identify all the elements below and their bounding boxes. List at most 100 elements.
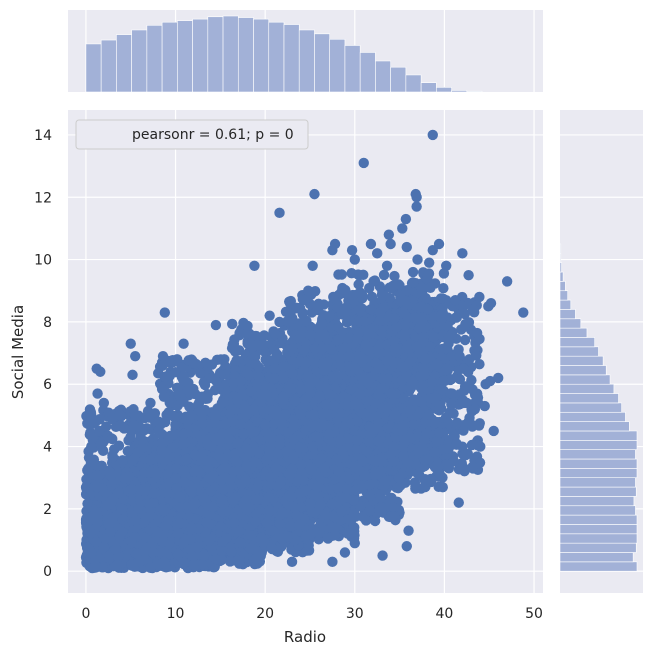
top-histogram-bar — [405, 74, 422, 93]
right-histogram-bar — [559, 458, 638, 469]
top-histogram-bar — [314, 33, 330, 93]
top-histogram-bar — [100, 39, 117, 93]
right-histogram-bar — [559, 421, 630, 432]
right-histogram-bar — [559, 440, 638, 450]
top-histogram-bar — [298, 29, 315, 93]
top-histogram-bar — [375, 60, 391, 93]
right-histogram-bar — [559, 402, 622, 413]
scatter-point — [86, 547, 97, 559]
scatter-point — [227, 495, 239, 506]
scatter-point — [90, 536, 102, 548]
scatter-point — [189, 466, 200, 477]
right-histogram-bar — [559, 524, 638, 535]
right-histogram-bar — [559, 430, 638, 441]
top-histogram-bar — [207, 16, 224, 93]
scatter-point — [251, 494, 263, 505]
right-histogram-bar — [559, 355, 604, 366]
scatter-point — [250, 516, 261, 527]
top-histogram-bar — [237, 17, 254, 93]
scatter-point — [145, 510, 156, 522]
scatter-point — [152, 526, 163, 538]
scatter-point — [82, 498, 93, 509]
scatter-point — [162, 488, 174, 499]
scatter-point — [130, 515, 141, 526]
scatter-point — [198, 550, 210, 561]
right-histogram-bar — [559, 281, 566, 292]
right-histogram-bar — [559, 486, 637, 497]
scatter-point — [256, 532, 267, 544]
scatter-point — [172, 528, 184, 539]
top-histogram-bar — [85, 43, 102, 93]
scatter-point — [240, 474, 252, 486]
scatter-point — [215, 521, 226, 532]
scatter-point — [244, 502, 255, 513]
top-histogram-bar — [192, 18, 209, 93]
scatter-point — [126, 536, 137, 547]
top-histogram-bar — [222, 15, 239, 93]
scatter-point — [178, 476, 190, 488]
scatter-point — [217, 494, 228, 506]
scatter-point — [102, 500, 113, 511]
scatter-point — [234, 537, 246, 548]
scatter-point — [105, 552, 116, 563]
scatter-point — [110, 544, 121, 555]
scatter-points — [80, 129, 529, 574]
right-histogram-bars — [559, 243, 638, 572]
right-histogram-bar — [559, 243, 562, 254]
scatter-point — [92, 517, 103, 528]
right-histogram-bar — [559, 468, 638, 479]
right-histogram-bar — [559, 561, 638, 572]
top-histogram-bar — [436, 87, 452, 93]
scatter-point — [135, 556, 146, 568]
top-histogram-bar — [359, 52, 376, 93]
top-histogram-bar — [146, 25, 163, 93]
scatter-point — [179, 465, 190, 476]
scatter-point — [148, 497, 159, 508]
top-histogram-bar — [161, 21, 178, 93]
right-histogram-bar — [559, 496, 635, 507]
top-histogram-bar — [420, 82, 437, 93]
right-histogram-bar — [559, 271, 564, 282]
scatter-point — [173, 549, 184, 560]
scatter-point — [186, 550, 198, 562]
top-histogram-bar — [390, 66, 407, 93]
right-histogram-bar — [559, 449, 636, 460]
scatter-point — [266, 542, 277, 553]
scatter-point — [186, 523, 197, 534]
right-histogram-bar — [559, 393, 619, 404]
scatter-point — [192, 542, 203, 553]
scatter-point — [174, 491, 186, 503]
right-histogram-bar — [559, 290, 568, 301]
top-histogram-bar — [466, 90, 483, 93]
scatter-point — [197, 559, 208, 570]
main-scatter-plot: pearsonr = 0.61; p = 0 — [68, 110, 543, 593]
top-histogram-bar — [177, 20, 193, 93]
right-histogram-bar — [559, 262, 562, 273]
right-histogram-bar — [559, 253, 562, 263]
scatter-point — [174, 518, 186, 529]
scatter-point — [157, 503, 169, 514]
scatter-point — [98, 541, 110, 553]
right-histogram-bar — [559, 327, 588, 338]
right-histogram-bar — [559, 337, 595, 348]
scatter-point — [184, 533, 196, 545]
right-histogram-bar — [559, 533, 638, 544]
top-histogram-bar — [116, 34, 132, 93]
top-histogram-bars — [85, 15, 483, 93]
scatter-point — [189, 498, 201, 509]
scatter-point — [140, 544, 152, 555]
right-marginal-histogram — [559, 110, 643, 593]
scatter-point — [218, 484, 229, 495]
right-histogram-bar — [559, 411, 626, 422]
right-histogram-bar — [559, 477, 636, 488]
scatter-point — [90, 561, 102, 572]
right-histogram-bar — [559, 505, 636, 516]
top-histogram-bar — [253, 18, 270, 93]
top-histogram-bar — [283, 24, 300, 93]
scatter-point — [228, 517, 240, 529]
top-marginal-histogram — [68, 10, 543, 93]
scatter-point — [157, 536, 168, 547]
top-histogram-bar — [451, 90, 468, 93]
scatter-point — [207, 501, 218, 513]
top-histogram-bar — [329, 38, 346, 93]
